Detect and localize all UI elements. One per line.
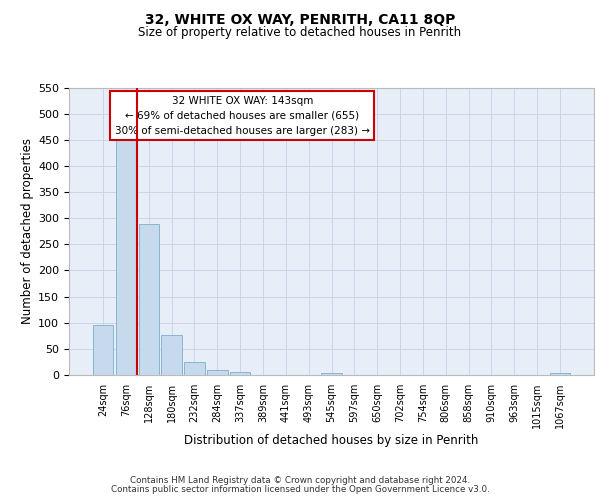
Bar bbox=[550, 374, 570, 375]
Bar bbox=[93, 326, 113, 375]
Bar bbox=[139, 224, 159, 375]
Bar bbox=[321, 374, 342, 375]
Text: Contains HM Land Registry data © Crown copyright and database right 2024.: Contains HM Land Registry data © Crown c… bbox=[130, 476, 470, 485]
Text: 32 WHITE OX WAY: 143sqm
← 69% of detached houses are smaller (655)
30% of semi-d: 32 WHITE OX WAY: 143sqm ← 69% of detache… bbox=[115, 96, 370, 136]
Bar bbox=[116, 134, 136, 375]
Y-axis label: Number of detached properties: Number of detached properties bbox=[21, 138, 34, 324]
Bar bbox=[161, 336, 182, 375]
Text: Contains public sector information licensed under the Open Government Licence v3: Contains public sector information licen… bbox=[110, 485, 490, 494]
Bar bbox=[230, 372, 250, 375]
X-axis label: Distribution of detached houses by size in Penrith: Distribution of detached houses by size … bbox=[184, 434, 479, 446]
Bar bbox=[184, 362, 205, 375]
Text: 32, WHITE OX WAY, PENRITH, CA11 8QP: 32, WHITE OX WAY, PENRITH, CA11 8QP bbox=[145, 12, 455, 26]
Text: Size of property relative to detached houses in Penrith: Size of property relative to detached ho… bbox=[139, 26, 461, 39]
Bar bbox=[207, 370, 227, 375]
